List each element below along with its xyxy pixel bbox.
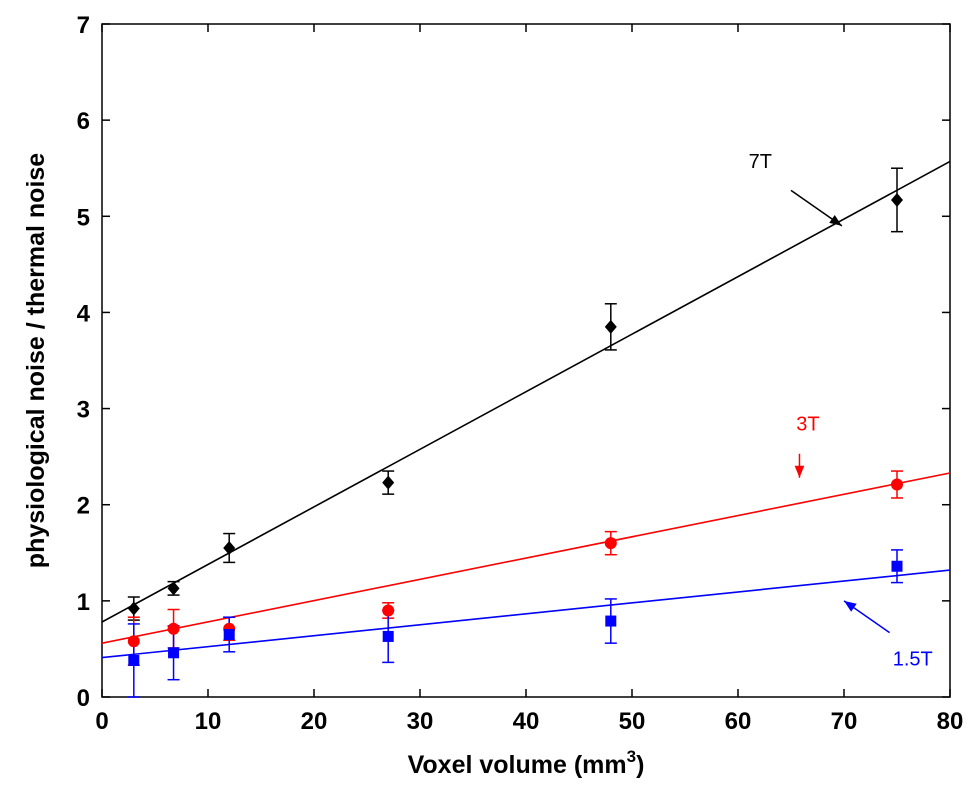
data-point-1-5t: [223, 629, 235, 641]
fit-line-3t: [101, 472, 951, 644]
x-tick-label: 20: [301, 708, 328, 735]
fit-lines: [101, 160, 951, 659]
error-bars: [127, 167, 903, 698]
data-point-7t: [604, 319, 617, 334]
data-point-3t: [891, 478, 903, 491]
data-point-7t: [223, 540, 236, 555]
data-point-7t: [382, 475, 395, 490]
x-tick-label: 50: [619, 708, 646, 735]
y-tick-label: 7: [77, 12, 90, 39]
plot-area: [101, 23, 951, 698]
x-tick-label: 10: [195, 708, 222, 735]
data-point-3t: [127, 635, 140, 648]
series-arrowhead-7t: [829, 215, 842, 226]
data-point-1-5t: [605, 615, 617, 627]
y-tick-label: 3: [77, 397, 90, 424]
y-tick-label: 0: [77, 685, 90, 712]
x-axis-title: Voxel volume (mm3): [408, 747, 645, 779]
series-label-1-5t: 1.5T: [893, 648, 933, 670]
data-point-3t: [167, 622, 180, 635]
y-tick-label: 6: [77, 108, 90, 135]
data-point-3t: [382, 604, 395, 617]
axis-ticks: 0 10 20 30 40 50 60 70 80 0 1 2 3 4 5 6 7: [77, 12, 964, 735]
series-arrowhead-3t: [794, 465, 805, 478]
x-tick-label: 30: [407, 708, 434, 735]
series-annotations: 7T 3T 1.5T: [749, 151, 933, 670]
x-tick-label: 0: [95, 708, 108, 735]
x-tick-label: 40: [513, 708, 540, 735]
data-point-1-5t: [128, 654, 140, 666]
data-point-7t: [891, 192, 903, 207]
fit-line-7t: [101, 160, 951, 623]
y-tick-label: 1: [77, 589, 90, 616]
series-arrowhead-1-5t: [844, 600, 857, 612]
fit-line-1-5t: [101, 569, 951, 659]
x-tick-label: 60: [725, 708, 752, 735]
y-axis-title: physiological noise / thermal noise: [22, 153, 50, 568]
data-point-3t: [604, 537, 617, 550]
data-point-7t: [167, 581, 180, 596]
y-tick-label: 4: [77, 300, 91, 327]
series-label-3t: 3T: [796, 414, 819, 436]
data-points: [127, 192, 903, 666]
data-point-7t: [127, 601, 140, 616]
y-tick-label: 2: [77, 493, 90, 520]
data-point-1-5t: [891, 560, 903, 572]
series-label-7t: 7T: [749, 151, 772, 173]
x-tick-label: 80: [937, 708, 964, 735]
data-point-1-5t: [168, 647, 180, 659]
x-tick-label: 70: [831, 708, 858, 735]
y-tick-label: 5: [77, 204, 90, 231]
data-point-1-5t: [382, 630, 394, 642]
